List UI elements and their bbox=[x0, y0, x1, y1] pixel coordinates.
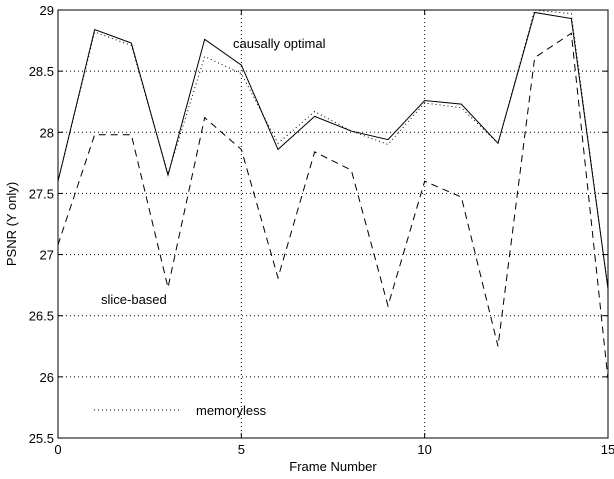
y-tick-label: 28 bbox=[40, 125, 54, 140]
x-tick-label: 5 bbox=[238, 442, 245, 457]
y-tick-label: 26 bbox=[40, 370, 54, 385]
series-line-causally-optimal bbox=[57, 11, 609, 289]
series-line-slice-based bbox=[57, 32, 609, 380]
grid-lines bbox=[58, 10, 608, 438]
series-line-memoryless bbox=[57, 9, 609, 289]
annotation-slice-based: slice-based bbox=[101, 292, 167, 307]
series-lines bbox=[57, 9, 609, 380]
x-axis-label: Frame Number bbox=[289, 459, 377, 474]
x-tick-label: 10 bbox=[417, 442, 431, 457]
y-tick-label: 26.5 bbox=[29, 309, 54, 324]
y-tick-label: 27.5 bbox=[29, 186, 54, 201]
y-tick-label: 25.5 bbox=[29, 431, 54, 446]
y-axis-label: PSNR (Y only) bbox=[4, 182, 19, 266]
y-tick-label: 29 bbox=[40, 3, 54, 18]
annotation-causally-optimal: causally optimal bbox=[233, 36, 326, 51]
axis-ticks: 0 5 10 15 25.5 26 26.5 27 27.5 28 28.5 29 bbox=[29, 3, 614, 457]
x-tick-label: 0 bbox=[54, 442, 61, 457]
y-tick-label: 27 bbox=[40, 248, 54, 263]
annotations: causally optimal slice-based memoryless bbox=[94, 36, 326, 418]
y-tick-label: 28.5 bbox=[29, 64, 54, 79]
annotation-memoryless: memoryless bbox=[196, 403, 267, 418]
plot-frame bbox=[57, 9, 609, 439]
x-tick-label: 15 bbox=[601, 442, 614, 457]
